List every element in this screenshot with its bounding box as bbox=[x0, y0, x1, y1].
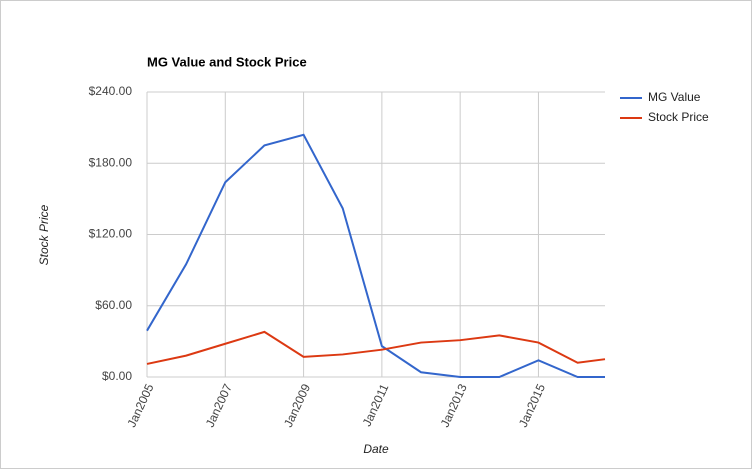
y-tick-label: $120.00 bbox=[89, 227, 133, 241]
chart-title: MG Value and Stock Price bbox=[147, 54, 307, 69]
x-axis-label: Date bbox=[363, 442, 389, 456]
y-axis-label: Stock Price bbox=[37, 204, 51, 265]
series-line bbox=[146, 133, 605, 378]
legend-label: MG Value bbox=[648, 90, 701, 104]
y-tick-label: $240.00 bbox=[89, 84, 133, 98]
y-tick-label: $0.00 bbox=[102, 369, 132, 383]
legend-label: Stock Price bbox=[648, 110, 709, 124]
series-line bbox=[146, 330, 606, 365]
y-tick-label: $180.00 bbox=[89, 155, 133, 169]
y-tick-label: $60.00 bbox=[95, 298, 132, 312]
